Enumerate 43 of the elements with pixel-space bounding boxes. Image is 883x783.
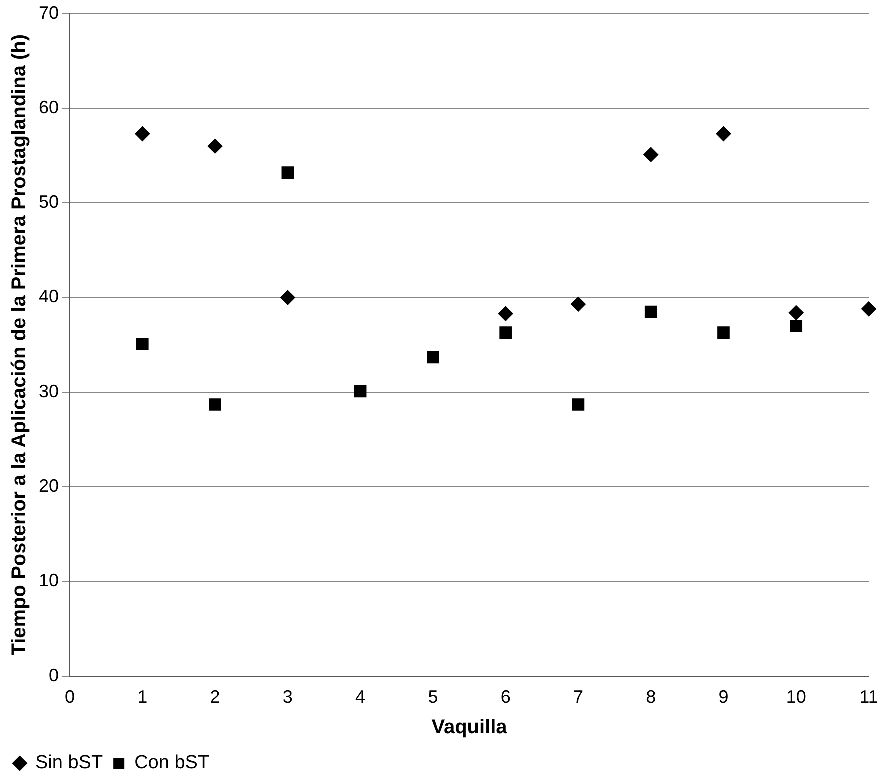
point — [354, 385, 367, 398]
point — [790, 320, 803, 332]
y-tick-label: 30 — [38, 381, 60, 402]
point — [282, 166, 294, 179]
x-tick-label: 8 — [646, 687, 656, 708]
x-tick-label: 6 — [500, 687, 511, 708]
y-tick-label: 60 — [38, 97, 60, 118]
point — [788, 305, 804, 320]
legend-label: Sin bST — [36, 752, 104, 774]
x-tick-label: 0 — [65, 687, 76, 708]
point — [280, 290, 296, 306]
x-axis-title: Vaquilla — [432, 716, 508, 739]
x-tick-label: 11 — [860, 687, 878, 708]
x-tick-label: 5 — [428, 687, 438, 708]
point — [136, 338, 149, 350]
point — [644, 306, 658, 318]
point — [718, 326, 730, 339]
x-tick-label: 4 — [356, 687, 366, 708]
x-tick-label: 7 — [573, 687, 584, 708]
y-tick-label: 10 — [38, 570, 60, 591]
legend-label: Con bST — [134, 752, 210, 774]
y-tick-label: 50 — [38, 192, 60, 212]
x-tick-label: 3 — [282, 687, 293, 708]
x-tick-label: 9 — [718, 687, 729, 708]
point — [570, 296, 586, 312]
x-tick-label: 2 — [210, 687, 220, 708]
point — [427, 351, 440, 364]
y-axis-title: Tiempo Posterior a la Aplicación de la Primera Prostaglandina (h) — [8, 34, 31, 656]
y-tick-label: 20 — [38, 476, 60, 496]
y-tick-label: 0 — [49, 665, 60, 686]
point — [644, 147, 659, 162]
point — [500, 326, 512, 339]
x-tick-label: 10 — [786, 687, 806, 708]
point — [498, 306, 514, 322]
point — [572, 398, 585, 411]
x-tick-label: 1 — [138, 687, 148, 708]
point — [209, 398, 222, 411]
point — [208, 138, 223, 154]
point — [716, 126, 732, 142]
point — [862, 302, 876, 317]
point — [135, 126, 150, 142]
y-tick-label: 40 — [38, 286, 60, 307]
y-tick-label: 70 — [38, 2, 60, 23]
